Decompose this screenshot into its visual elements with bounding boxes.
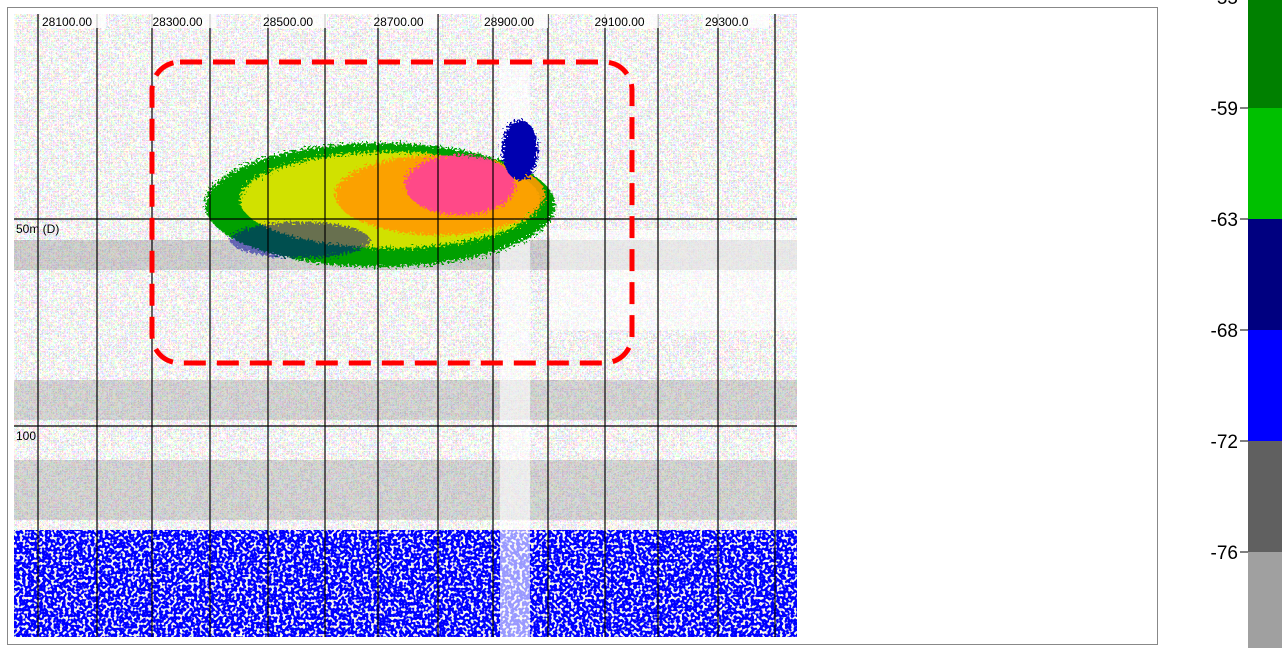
x-axis-label: 28500.00 xyxy=(263,15,313,29)
depth-label: 50m (D) xyxy=(16,222,59,236)
colorbar-segment xyxy=(1248,441,1282,552)
x-axis-label: 29100.00 xyxy=(595,15,645,29)
page: 28100.00 28300.00 28500.00 28700.00 28900.00… xyxy=(0,0,1282,648)
colorbar-segment xyxy=(1248,0,1282,108)
colorbar-segment xyxy=(1248,552,1282,648)
colorbar-label: -76 xyxy=(1211,543,1238,564)
colorbar-label: -72 xyxy=(1211,432,1238,453)
x-axis-label: 28300.00 xyxy=(153,15,203,29)
depth-label: 100 xyxy=(16,429,36,443)
x-axis-label: 28900.00 xyxy=(484,15,534,29)
colorbar: -55 -59 -63 -68 -72 -76 xyxy=(1211,0,1282,648)
colorbar-label: -59 xyxy=(1211,99,1238,120)
echogram xyxy=(14,14,797,637)
colorbar-segment xyxy=(1248,219,1282,330)
colorbar-label: -68 xyxy=(1211,321,1238,342)
colorbar-segment xyxy=(1248,108,1282,219)
colorbar-label: -55 xyxy=(1211,0,1238,9)
x-axis-label: 29300.0 xyxy=(705,15,749,29)
colorbar-segment xyxy=(1248,330,1282,441)
x-axis-label: 28700.00 xyxy=(374,15,424,29)
colorbar-label: -63 xyxy=(1211,210,1238,231)
x-axis-label: 28100.00 xyxy=(42,15,92,29)
echogram-view: 28100.00 28300.00 28500.00 28700.00 28900.00… xyxy=(0,0,1282,648)
